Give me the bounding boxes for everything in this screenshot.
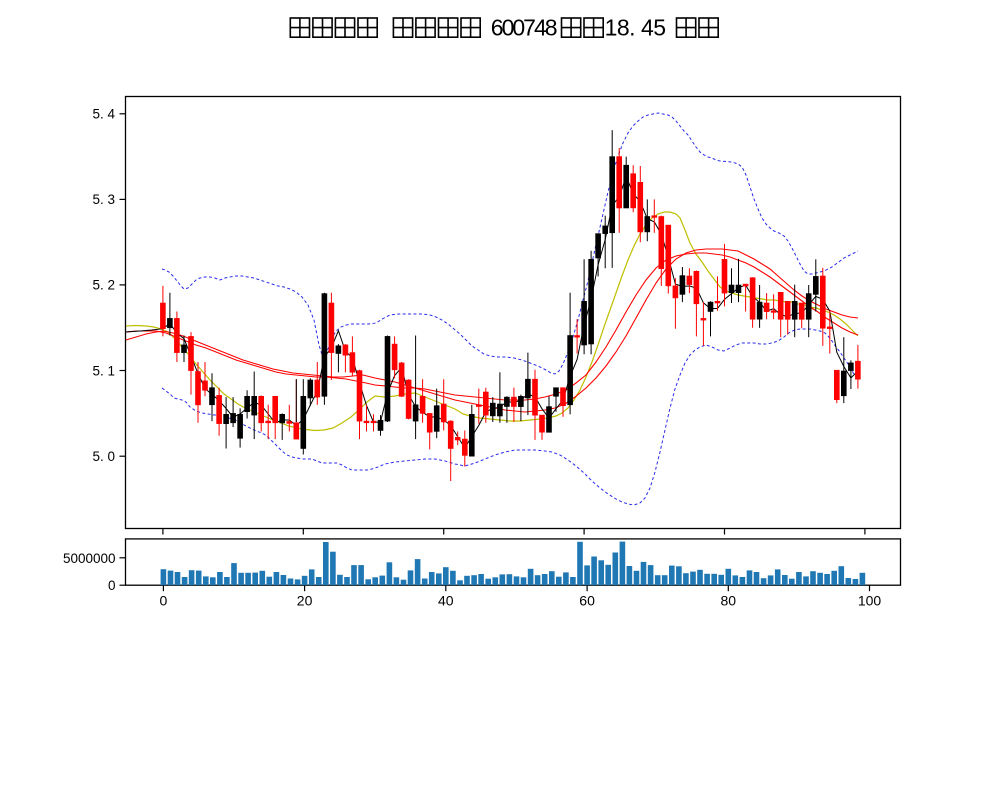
svg-text:60: 60 [579, 593, 595, 609]
svg-text:5. 0: 5. 0 [92, 449, 115, 464]
svg-text:80: 80 [721, 593, 737, 609]
svg-text:5. 1: 5. 1 [92, 363, 115, 378]
svg-text:600748: 600748 [491, 14, 557, 40]
svg-text:20: 20 [297, 593, 313, 609]
svg-text:40: 40 [438, 593, 454, 609]
svg-text:5. 3: 5. 3 [92, 192, 115, 207]
svg-text:100: 100 [858, 593, 882, 609]
svg-text:5000000: 5000000 [63, 551, 116, 566]
svg-text:5. 4: 5. 4 [92, 107, 115, 122]
svg-text:0: 0 [160, 593, 168, 609]
svg-text:18. 45: 18. 45 [605, 14, 666, 40]
svg-text:5. 2: 5. 2 [92, 278, 115, 293]
svg-text:0: 0 [108, 578, 116, 593]
